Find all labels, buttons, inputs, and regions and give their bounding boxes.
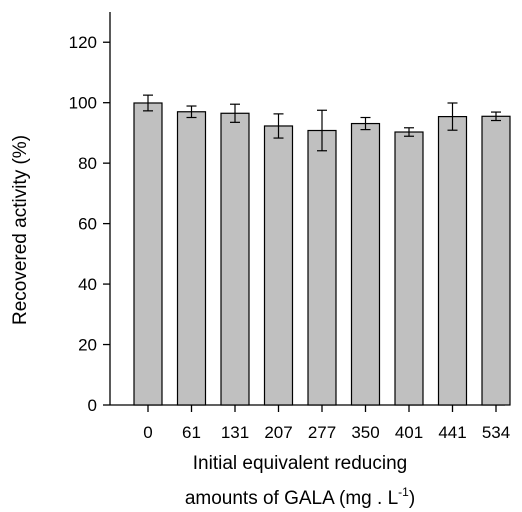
error-bar (404, 127, 414, 137)
x-tick-label: 207 (264, 423, 292, 442)
x-tick-label: 61 (182, 423, 201, 442)
y-tick-label: 100 (69, 94, 97, 113)
x-tick-label: 534 (482, 423, 510, 442)
x-axis-title-line2-main: amounts of GALA (mg . L (185, 488, 398, 509)
bar (481, 115, 511, 406)
bar (176, 111, 207, 406)
bar (437, 115, 468, 406)
bar (394, 131, 424, 406)
error-bar (491, 111, 501, 122)
bar (263, 125, 294, 406)
x-axis-title-line1: Initial equivalent reducing (193, 453, 407, 474)
x-tick-label: 0 (143, 423, 152, 442)
error-bar (186, 105, 197, 119)
error-bars (143, 94, 501, 152)
error-bar (273, 113, 284, 139)
y-ticks: 0 20 40 60 80 100 120 (69, 33, 110, 415)
bar (307, 129, 337, 406)
bar (350, 122, 381, 406)
bar (133, 102, 163, 406)
y-tick-label: 20 (78, 336, 97, 355)
y-tick-label: 60 (78, 215, 97, 234)
error-bar (447, 102, 458, 131)
y-axis-title: Recovered activity (%) (10, 135, 31, 325)
x-tick-label: 277 (308, 423, 336, 442)
error-bar (360, 116, 371, 131)
x-axis-title-superscript: -1 (398, 485, 409, 499)
x-axis-title-line2-end: ) (409, 488, 415, 509)
y-tick-label: 120 (69, 33, 97, 52)
y-tick-label: 40 (78, 275, 97, 294)
error-bar (317, 109, 327, 152)
error-bar (143, 94, 153, 112)
y-tick-label: 80 (78, 154, 97, 173)
x-axis-title-line2: amounts of GALA (mg . L-1) (185, 485, 415, 509)
x-tick-label: 350 (351, 423, 379, 442)
bar (220, 112, 250, 406)
bars (133, 102, 511, 406)
y-tick-label: 0 (88, 396, 97, 415)
x-tick-label: 441 (438, 423, 466, 442)
error-bar (230, 103, 240, 123)
x-tick-label: 131 (221, 423, 249, 442)
x-ticks: 0 61 131 207 277 350 401 441 534 (143, 405, 510, 442)
x-tick-label: 401 (395, 423, 423, 442)
